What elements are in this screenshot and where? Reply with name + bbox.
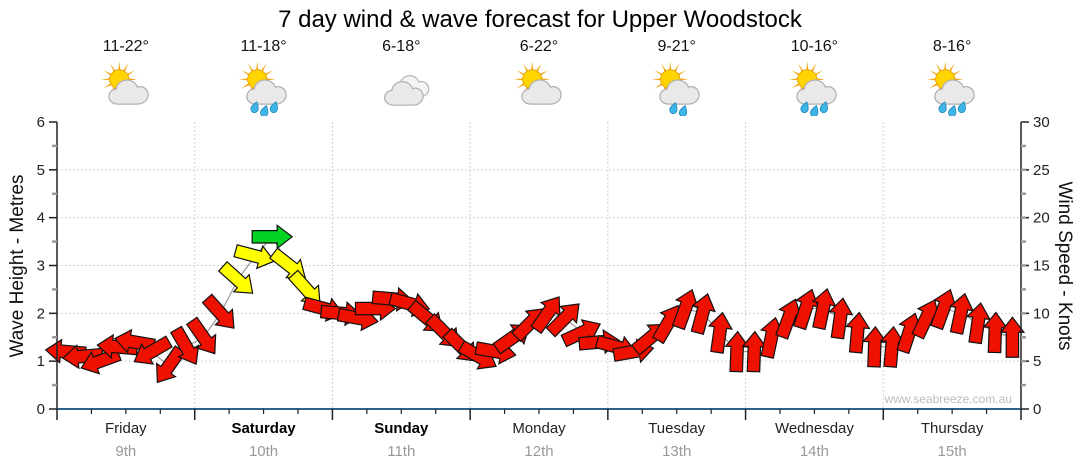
wind-arrow — [155, 345, 187, 384]
date-label: 11th — [387, 443, 416, 460]
wind-arrow — [61, 344, 104, 370]
wind-arrow — [690, 293, 716, 335]
sun-cloud-rain-3-icon — [238, 61, 287, 117]
sun-cloud-icon — [100, 61, 149, 105]
wind-arrow — [792, 288, 820, 331]
wind-arrow — [233, 244, 276, 270]
wind-arrow — [707, 311, 733, 354]
weather-icon-wrap — [372, 62, 430, 121]
wind-arrow — [217, 261, 254, 294]
clouds-icon — [384, 75, 430, 106]
weather-icon-wrap — [923, 61, 981, 121]
right-axis-tick-label: 15 — [1033, 258, 1050, 275]
left-axis-tick-label: 4 — [37, 210, 45, 227]
wind-arrow — [724, 330, 750, 373]
wind-arrow — [251, 224, 294, 250]
date-label: 14th — [799, 443, 830, 460]
date-label: 9th — [115, 443, 137, 460]
left-axis-tick-label: 3 — [37, 258, 45, 275]
wind-arrow — [185, 316, 217, 355]
right-axis-tick-label: 5 — [1033, 353, 1041, 370]
wind-arrow — [113, 328, 156, 354]
wind-arrow — [545, 303, 580, 338]
wind-arrow — [845, 311, 871, 354]
temperature-range: 11-18° — [240, 38, 287, 55]
wind-arrow — [982, 311, 1009, 354]
weather-icon-wrap — [97, 61, 155, 121]
weather-icon-wrap — [235, 61, 293, 121]
temperature-range: 6-22° — [519, 38, 559, 55]
right-axis-tick-label: 10 — [1033, 305, 1050, 322]
wind-arrow — [999, 316, 1026, 358]
date-label: 12th — [524, 443, 554, 460]
wind-arrow — [671, 288, 699, 331]
wind-arrow — [201, 293, 235, 329]
sun-cloud-rain-3-icon — [927, 61, 975, 117]
right-axis-tick-label: 20 — [1033, 210, 1050, 227]
sun-cloud-icon — [513, 61, 562, 105]
right-axis-tick-label: 0 — [1033, 401, 1041, 418]
wind-arrow — [560, 319, 602, 348]
wind-arrow — [949, 292, 975, 335]
weekday-label: Sunday — [374, 420, 429, 437]
wind-arrow — [930, 288, 957, 331]
right-axis-tick-label: 30 — [1033, 114, 1050, 131]
left-axis-tick-label: 6 — [37, 114, 45, 131]
left-axis-tick-label: 2 — [37, 305, 45, 322]
weather-icon-wrap — [785, 61, 843, 121]
weekday-label: Thursday — [920, 420, 984, 437]
wind-arrow — [965, 302, 992, 345]
wind-arrow — [879, 325, 905, 368]
weather-icon-wrap — [648, 61, 706, 121]
wind-arrow — [741, 330, 768, 373]
temperature-range: 10-16° — [790, 38, 839, 55]
weekday-label: Friday — [105, 420, 147, 437]
weekday-label: Tuesday — [648, 420, 706, 437]
wind-arrow — [775, 298, 803, 340]
right-axis-tick-label: 25 — [1033, 162, 1050, 179]
temperature-range: 9-21° — [657, 38, 696, 55]
temperature-range: 11-22° — [102, 38, 149, 55]
sun-cloud-rain-3-icon — [789, 61, 838, 117]
wind-arrow — [862, 325, 888, 368]
left-axis-tick-label: 1 — [37, 353, 45, 370]
wind-arrow — [169, 325, 200, 365]
date-label: 15th — [937, 443, 967, 460]
wind-arrow — [133, 335, 173, 365]
weekday-label: Saturday — [231, 420, 296, 437]
weekday-label: Monday — [512, 420, 566, 437]
chart-title: 7 day wind & wave forecast for Upper Woo… — [278, 6, 802, 33]
watermark: www.seabreeze.com.au — [884, 392, 1012, 406]
left-axis-tick-label: 5 — [37, 162, 45, 179]
temperature-range: 8-16° — [932, 38, 972, 55]
sun-cloud-rain-2-icon — [651, 61, 700, 117]
temperature-range: 6-18° — [382, 38, 421, 55]
left-axis-tick-label: 0 — [37, 401, 45, 418]
date-label: 13th — [662, 443, 692, 460]
weekday-label: Wednesday — [774, 420, 854, 437]
weather-icon-wrap — [510, 61, 568, 121]
wind-arrow — [811, 288, 837, 331]
date-label: 10th — [248, 443, 279, 460]
wind-arrow — [828, 297, 854, 340]
